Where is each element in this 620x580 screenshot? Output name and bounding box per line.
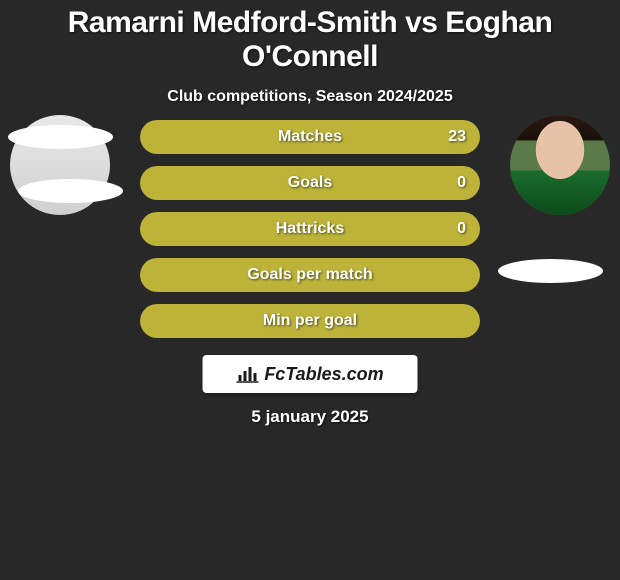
stat-value-right: 0: [457, 212, 466, 246]
stat-row-goals-per-match: Goals per match: [140, 258, 480, 292]
stat-value-right: 23: [448, 120, 466, 154]
stat-row-hattricks: Hattricks0: [140, 212, 480, 246]
watermark-text: FcTables.com: [264, 364, 383, 385]
stat-row-goals: Goals0: [140, 166, 480, 200]
avatar-photo: [510, 115, 610, 215]
comparison-infographic: Ramarni Medford-Smith vs Eoghan O'Connel…: [0, 0, 620, 580]
stat-row-matches: Matches23: [140, 120, 480, 154]
stat-row-min-per-goal: Min per goal: [140, 304, 480, 338]
stat-value-right: 0: [457, 166, 466, 200]
left-ellipse-1: [18, 179, 123, 203]
stat-label: Matches: [140, 120, 480, 154]
watermark: FcTables.com: [203, 355, 418, 393]
bar-chart-icon: [236, 365, 258, 383]
right-ellipse-0: [498, 259, 603, 283]
page-title: Ramarni Medford-Smith vs Eoghan O'Connel…: [0, 0, 620, 74]
stat-label: Min per goal: [140, 304, 480, 338]
subtitle: Club competitions, Season 2024/2025: [0, 88, 620, 106]
stat-rows: Matches23Goals0Hattricks0Goals per match…: [140, 120, 480, 350]
left-ellipse-0: [8, 125, 113, 149]
stat-label: Goals: [140, 166, 480, 200]
date-text: 5 january 2025: [0, 407, 620, 427]
stat-label: Hattricks: [140, 212, 480, 246]
player-right-avatar: [510, 115, 610, 215]
stat-label: Goals per match: [140, 258, 480, 292]
